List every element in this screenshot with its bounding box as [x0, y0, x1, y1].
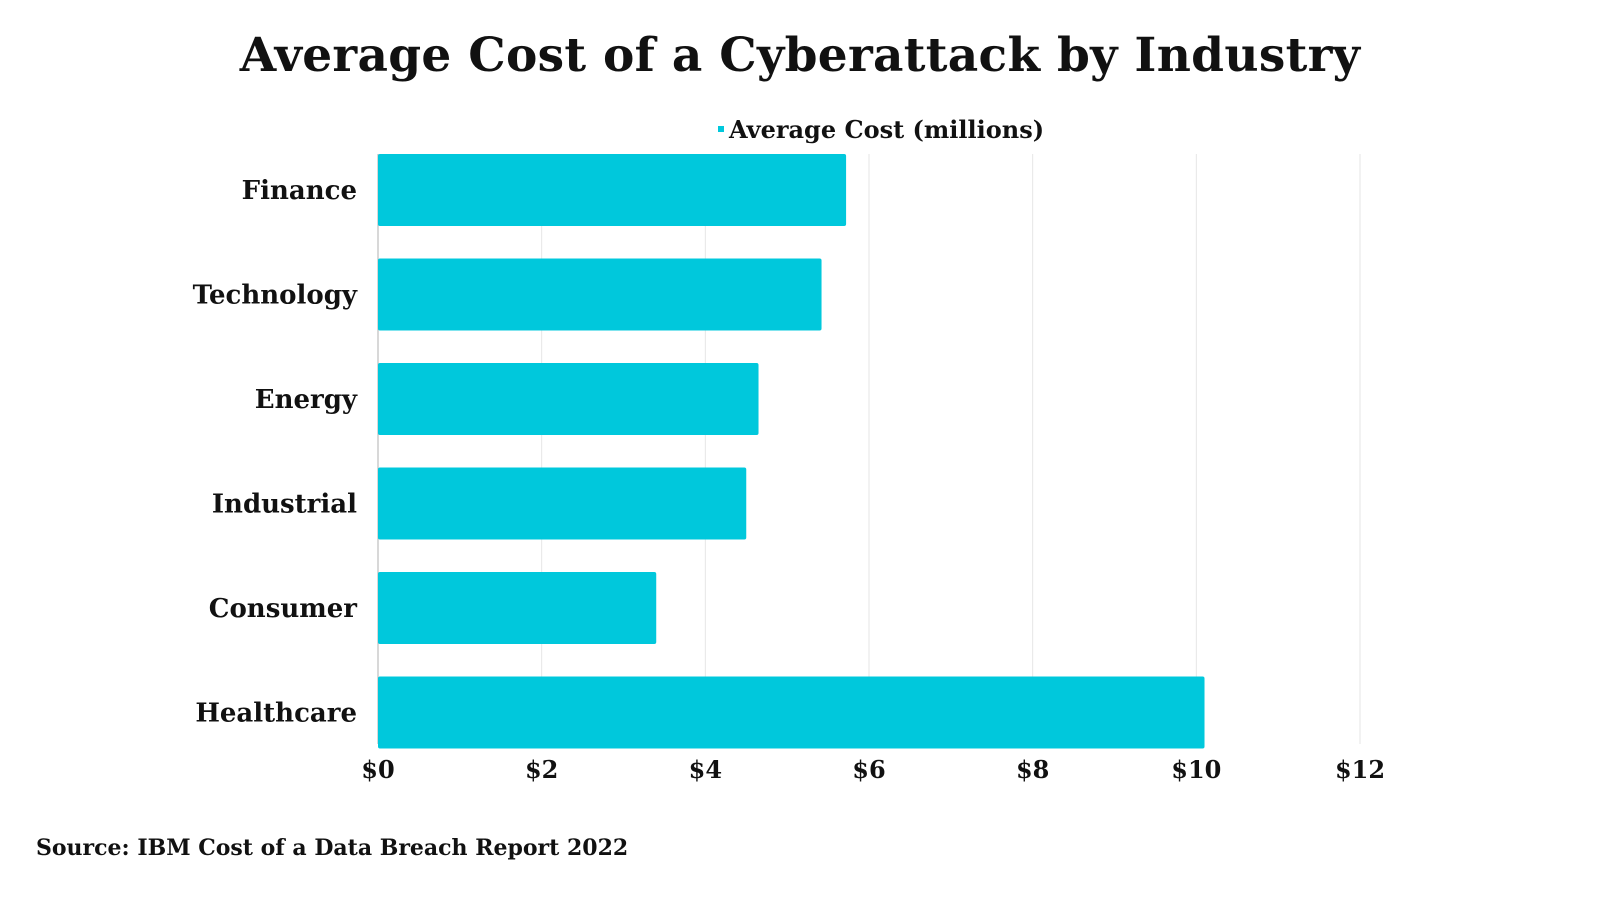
bar-healthcare: [378, 676, 1205, 749]
category-label-consumer: Consumer: [209, 594, 358, 624]
category-label-industrial: Industrial: [212, 490, 357, 520]
grid-lines: [377, 154, 1361, 744]
bars: [378, 154, 1205, 749]
x-tick-label: $8: [1016, 755, 1049, 784]
bar-energy: [378, 363, 759, 435]
x-tick-label: $4: [689, 755, 722, 784]
legend: Average Cost (millions): [718, 115, 1044, 144]
legend-swatch: [718, 126, 724, 132]
category-labels: Finance Technology Energy Industrial Consume…: [193, 176, 358, 729]
x-tick-label: $2: [525, 755, 558, 784]
source-note: Source: IBM Cost of a Data Breach Report…: [36, 835, 629, 861]
x-tick-label: $0: [361, 755, 394, 784]
legend-label: Average Cost (millions): [728, 115, 1044, 144]
x-tick-label: $6: [852, 755, 885, 784]
category-label-technology: Technology: [193, 281, 358, 311]
bar-technology: [378, 258, 822, 331]
chart-title: Average Cost of a Cyberattack by Industr…: [239, 28, 1361, 83]
bar-industrial: [378, 467, 747, 540]
x-tick-label: $10: [1171, 755, 1221, 784]
category-label-healthcare: Healthcare: [195, 699, 357, 729]
category-label-energy: Energy: [255, 385, 358, 415]
bar-consumer: [378, 572, 657, 644]
bar-finance: [378, 154, 847, 226]
x-tick-label: $12: [1335, 755, 1385, 784]
x-axis-tick-labels: $0 $2 $4 $6 $8 $10 $12: [361, 755, 1385, 784]
category-label-finance: Finance: [242, 176, 357, 206]
